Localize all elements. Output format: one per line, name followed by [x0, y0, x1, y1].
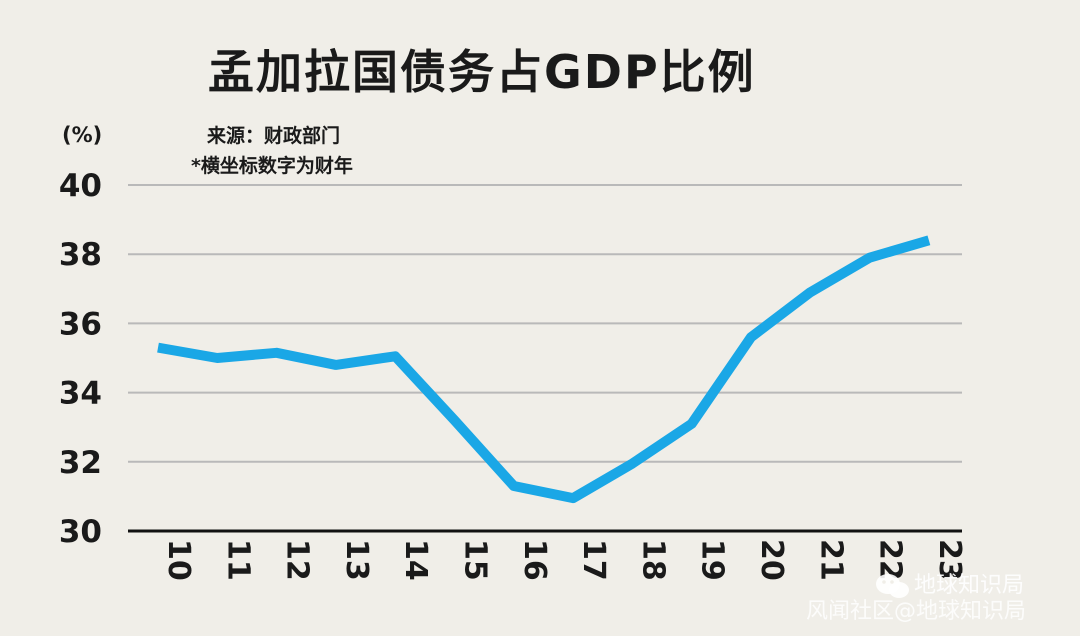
y-tick-label: 34	[59, 376, 102, 412]
x-tick-label: 11	[220, 539, 255, 581]
grid-lines	[128, 184, 962, 533]
y-tick-label: 40	[59, 168, 102, 204]
chart-title: 孟加拉国债务占GDP比例	[208, 45, 756, 99]
y-axis-ticks: 30 32 34 36 38 40	[59, 168, 102, 550]
series-line	[157, 235, 931, 504]
x-tick-label: 14	[398, 539, 433, 581]
y-axis-unit: (%)	[62, 123, 102, 147]
y-tick-label: 36	[59, 306, 102, 342]
x-tick-label: 13	[339, 539, 374, 581]
series-layer	[157, 235, 931, 504]
x-tick-label: 21	[813, 539, 848, 581]
watermark-credit: 风闻社区@地球知识局	[806, 599, 1026, 624]
wechat-icon	[876, 574, 909, 598]
chart-source: 来源：财政部门	[207, 124, 340, 147]
y-tick-label: 32	[59, 445, 102, 481]
x-tick-label: 18	[635, 539, 670, 581]
y-tick-label: 30	[59, 514, 102, 550]
x-tick-label: 17	[576, 539, 611, 581]
x-axis-ticks: 10 11 12 13 14 15 16 17 18 19 20 21 22 23	[161, 539, 967, 581]
x-tick-label: 20	[754, 539, 789, 581]
chart-note: *横坐标数字为财年	[191, 154, 353, 177]
x-tick-label: 16	[517, 539, 552, 581]
x-tick-label: 22	[873, 539, 908, 581]
watermark-logo-text: 地球知识局	[914, 573, 1024, 598]
x-tick-label: 19	[695, 539, 730, 581]
watermark: 地球知识局 风闻社区@地球知识局	[806, 573, 1026, 624]
x-tick-label: 23	[932, 539, 967, 581]
x-tick-label: 15	[458, 539, 493, 581]
x-tick-label: 10	[161, 539, 196, 581]
x-tick-label: 12	[280, 539, 315, 581]
y-tick-label: 38	[59, 237, 102, 273]
